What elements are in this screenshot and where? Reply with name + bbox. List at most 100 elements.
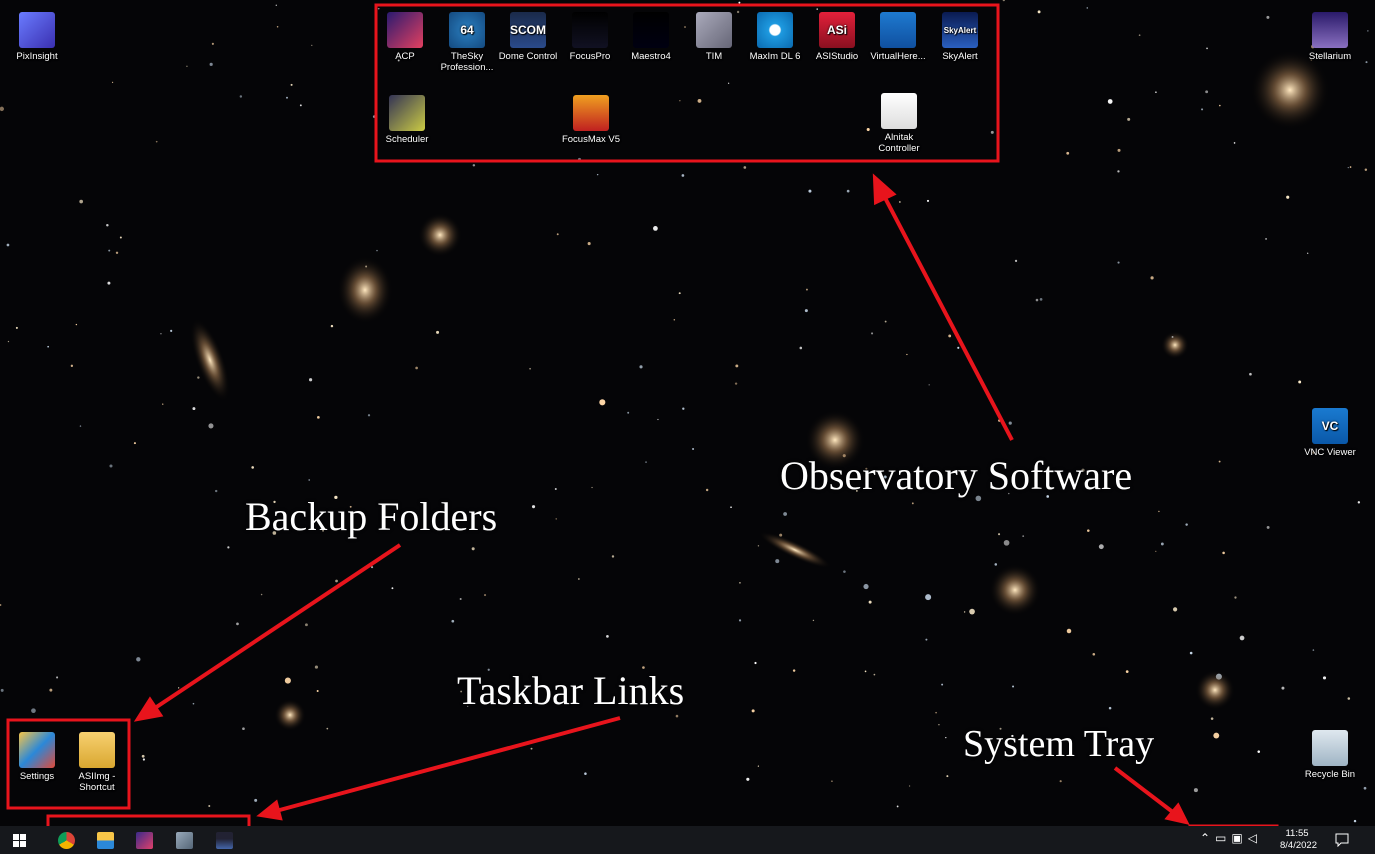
desktop-icon[interactable]: PixInsight (2, 12, 72, 62)
desktop-icon[interactable]: Alnitak Controller (864, 93, 934, 154)
desktop-icon[interactable]: Stellarium (1295, 12, 1365, 62)
star (730, 506, 732, 508)
star (847, 190, 850, 193)
tim-link[interactable] (176, 832, 193, 849)
star (80, 425, 81, 426)
star (728, 83, 729, 84)
star (929, 384, 930, 385)
start-button[interactable] (13, 834, 26, 847)
star (925, 639, 927, 641)
star (1109, 707, 1112, 710)
desktop: PixInsight ACP64TheSky Profession...SCOMD… (0, 0, 1375, 854)
icon-label: ACP (370, 51, 440, 62)
icon-label: Recycle Bin (1295, 769, 1365, 780)
desktop-icon[interactable]: FocusPro (555, 12, 625, 62)
star (311, 45, 312, 46)
icon-image (880, 12, 916, 48)
star (758, 545, 759, 546)
star (869, 601, 872, 604)
explorer-link[interactable] (97, 832, 114, 849)
star (47, 346, 49, 348)
star (735, 364, 738, 367)
star (79, 200, 83, 204)
desktop-icon[interactable]: Scheduler (372, 95, 442, 145)
star (251, 466, 254, 469)
star (192, 407, 195, 410)
star (392, 587, 394, 589)
star (109, 464, 112, 467)
star (106, 224, 108, 226)
star (136, 657, 140, 661)
icon-label: Alnitak Controller (864, 132, 934, 154)
acp-link[interactable] (136, 832, 153, 849)
icon-label: Stellarium (1295, 51, 1365, 62)
star (1060, 780, 1062, 782)
desktop-icon[interactable]: Maestro4 (616, 12, 686, 62)
star (170, 330, 172, 332)
star (415, 367, 418, 370)
star (300, 104, 302, 106)
star (738, 2, 740, 4)
desktop-icon[interactable]: TIM (679, 12, 749, 62)
icon-label: MaxIm DL 6 (740, 51, 810, 62)
star (451, 620, 454, 623)
star (484, 594, 486, 596)
arrow (152, 545, 400, 710)
star (315, 666, 318, 669)
star (236, 623, 239, 626)
icon-glyph: 64 (460, 25, 473, 36)
star (1234, 142, 1236, 144)
star (1185, 523, 1187, 525)
star (584, 772, 587, 775)
star (305, 623, 308, 626)
icon-image (696, 12, 732, 48)
taskbar: ⌃▭▣◁ 11:558/4/2022 (0, 826, 1375, 854)
icon-label: FocusMax V5 (556, 134, 626, 145)
star (1009, 422, 1012, 425)
star (1365, 168, 1367, 170)
star (112, 82, 113, 83)
desktop-icon[interactable]: ACP (370, 12, 440, 62)
icon-image (881, 93, 917, 129)
icon-image (572, 12, 608, 48)
tray-icons[interactable]: ⌃▭▣◁ (1200, 831, 1262, 845)
star (945, 737, 946, 738)
desktop-icon[interactable]: VirtualHere... (863, 12, 933, 62)
desktop-icon[interactable]: FocusMax V5 (556, 95, 626, 145)
desktop-icon[interactable]: Recycle Bin (1295, 730, 1365, 780)
star (1190, 652, 1193, 655)
arrow-head (138, 700, 160, 719)
app-link[interactable] (216, 832, 233, 849)
star (308, 479, 310, 481)
desktop-icon[interactable]: ASIImg - Shortcut (62, 732, 132, 793)
star (555, 488, 557, 490)
icon-image (1312, 730, 1348, 766)
star (317, 416, 320, 419)
desktop-icon[interactable]: MaxIm DL 6 (740, 12, 810, 62)
chrome-link[interactable] (58, 832, 75, 849)
star (254, 799, 257, 802)
star (186, 66, 187, 67)
star (1365, 61, 1367, 63)
star (863, 584, 868, 589)
star (1155, 91, 1157, 93)
star (156, 141, 158, 143)
star (1358, 501, 1360, 503)
galaxy (1250, 50, 1330, 130)
notifications[interactable] (1335, 833, 1349, 847)
star (599, 399, 605, 405)
star (935, 712, 937, 714)
icon-image (1312, 12, 1348, 48)
star (679, 292, 681, 294)
star (1173, 607, 1177, 611)
star (1022, 535, 1024, 537)
star (946, 775, 948, 777)
arrow (1115, 768, 1174, 813)
star (1066, 152, 1069, 155)
